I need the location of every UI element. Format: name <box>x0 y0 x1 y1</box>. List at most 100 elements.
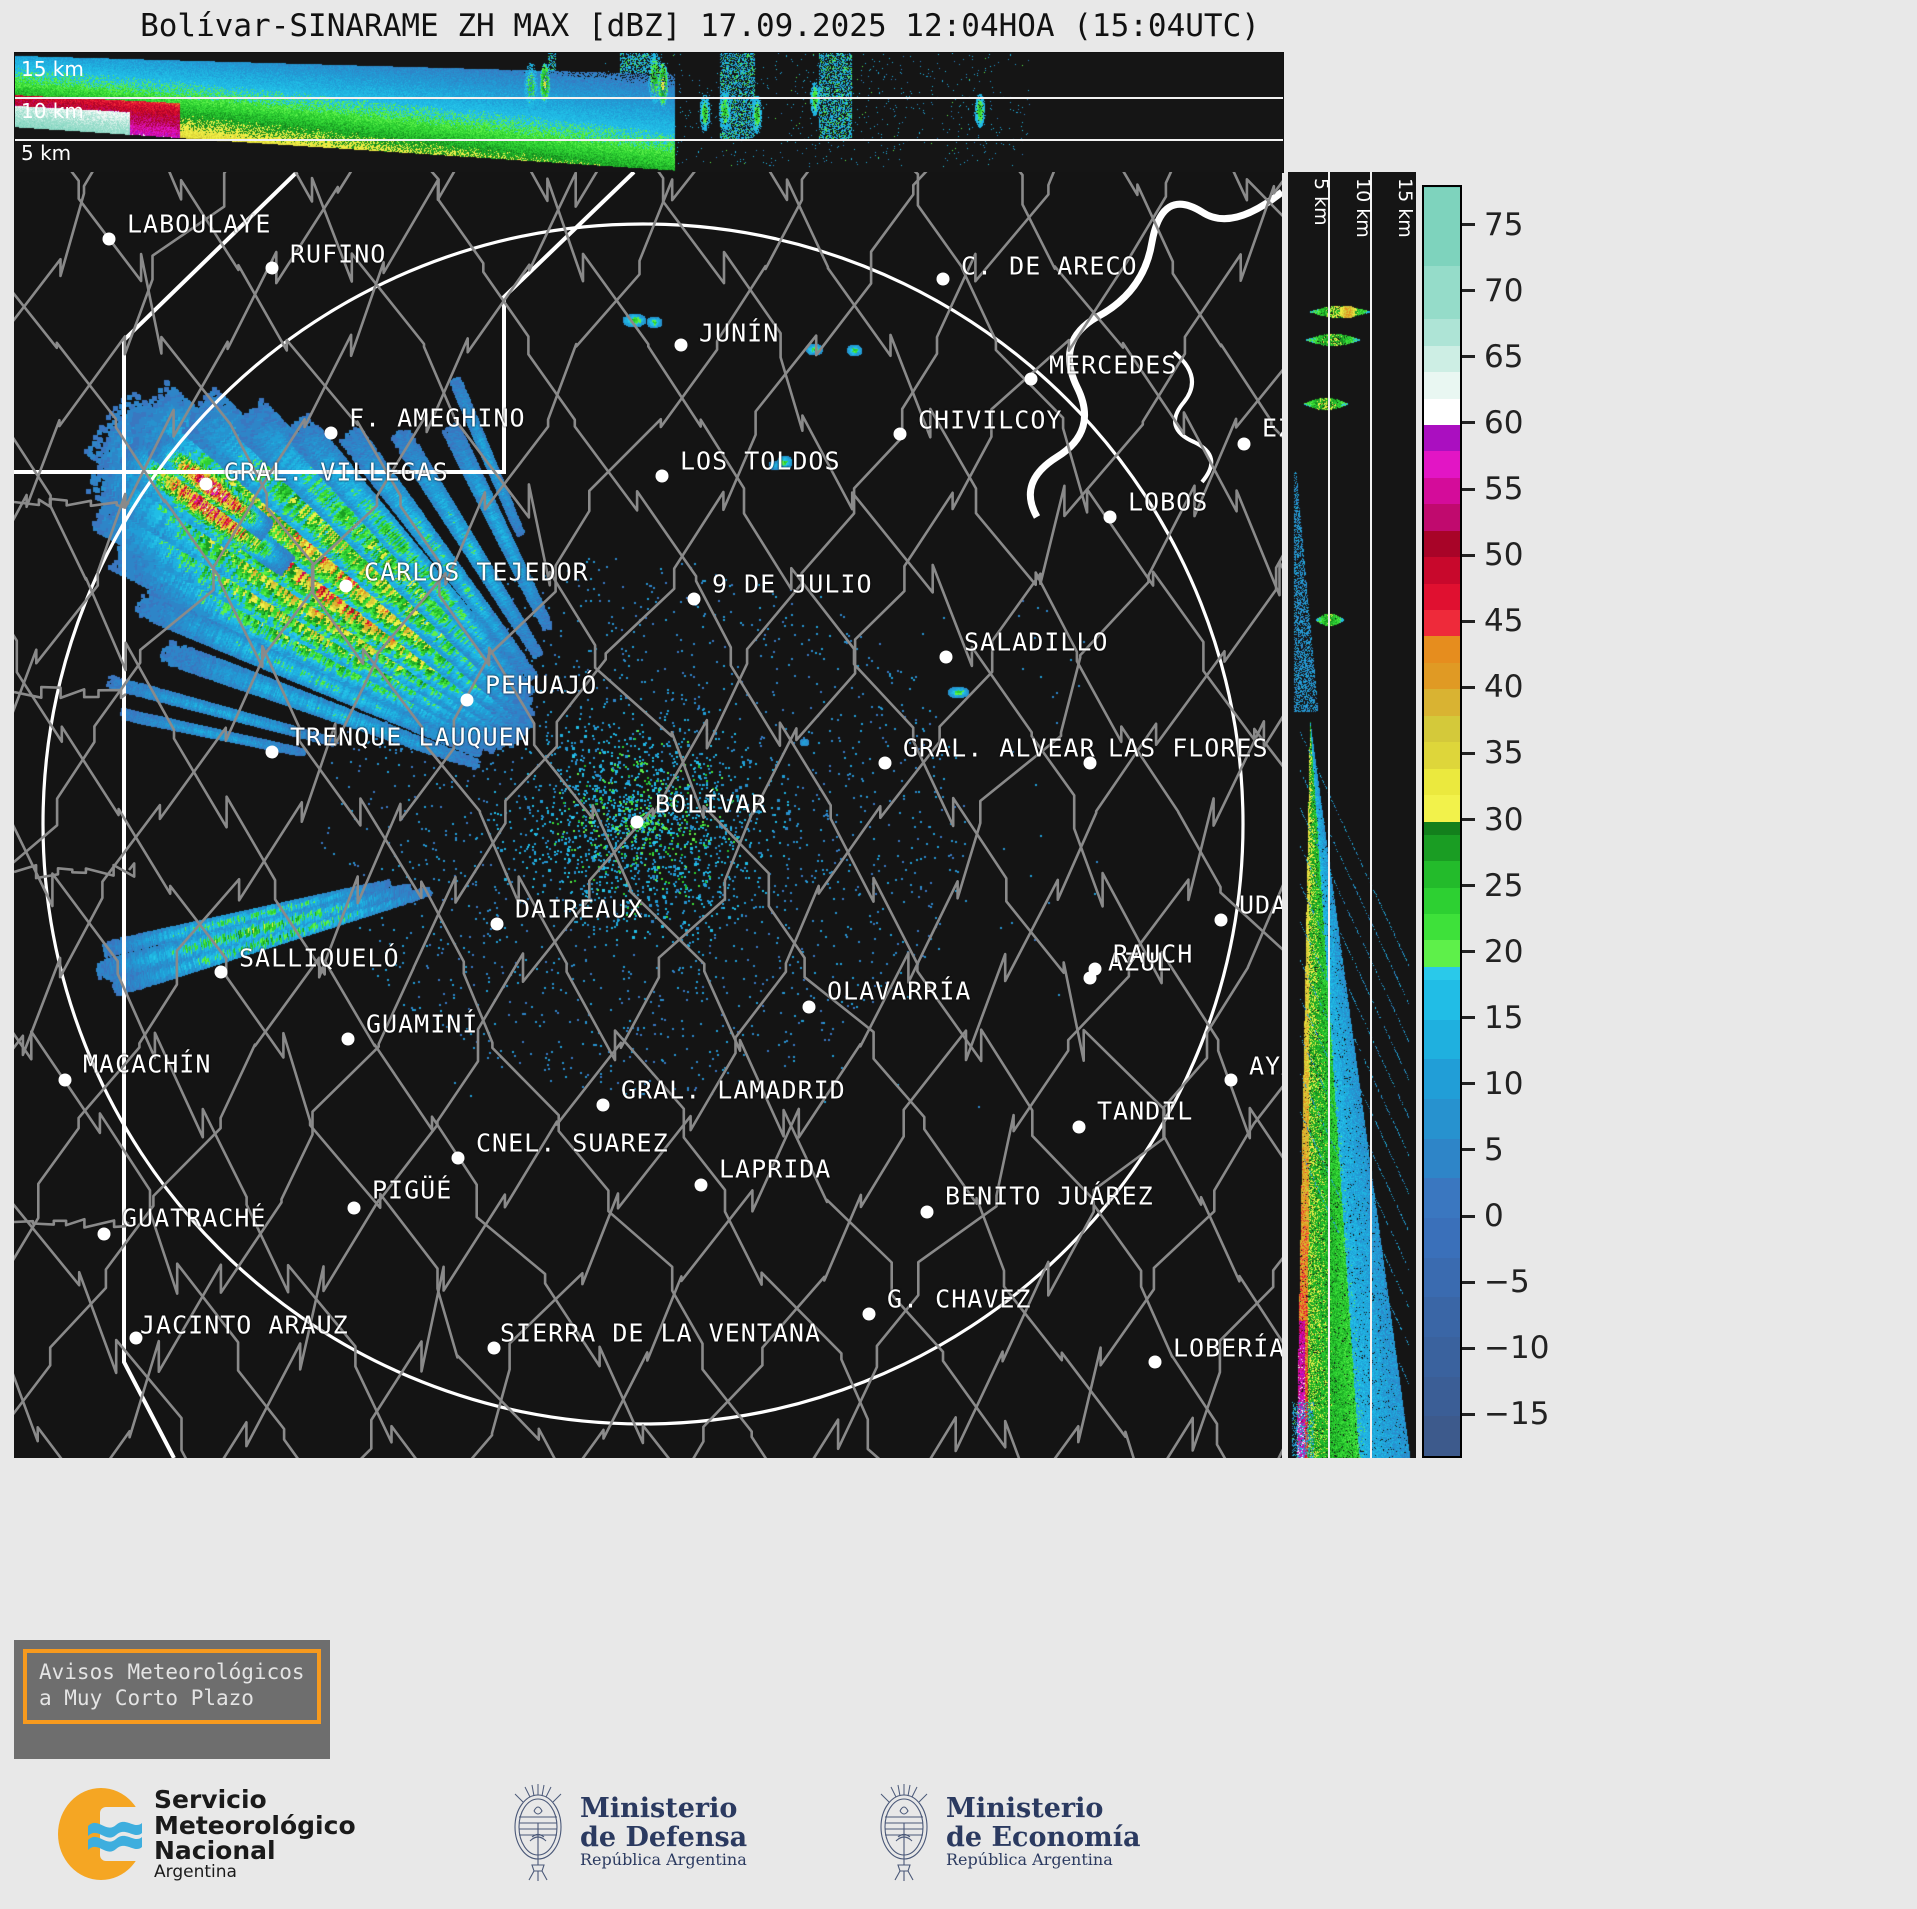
city-dot[interactable] <box>1083 756 1097 770</box>
city-dot[interactable] <box>451 1151 465 1165</box>
colorbar-tick: 35 <box>1462 735 1523 771</box>
city-dot[interactable] <box>1103 510 1117 524</box>
tick-label: 55 <box>1484 471 1524 508</box>
city-label: BENITO JUÁREZ <box>945 1181 1154 1211</box>
city-dot[interactable] <box>341 1032 355 1046</box>
city-dot[interactable] <box>339 579 353 593</box>
smn-line-3: Nacional <box>154 1836 276 1865</box>
cross-section-panel: 15 km 10 km 5 km <box>14 52 1284 173</box>
city-label: GRAL. ALVEAR <box>903 733 1096 763</box>
smn-logo-text: Servicio Meteorológico Nacional Argentin… <box>154 1787 356 1881</box>
city-dot[interactable] <box>862 1307 876 1321</box>
radar-map[interactable]: LABOULAYE RUFINO C. DE ARECO JUNÍN MERCEDES F… <box>14 172 1282 1458</box>
city-dot[interactable] <box>214 965 228 979</box>
city-dot[interactable] <box>460 693 474 707</box>
city-label: G. CHAVEZ <box>887 1284 1032 1314</box>
defensa-logo-text: Ministerio de Defensa República Argentin… <box>580 1792 747 1869</box>
city-dot[interactable] <box>893 427 907 441</box>
city-dot[interactable] <box>1072 1120 1086 1134</box>
tick-label: −10 <box>1484 1330 1550 1367</box>
vertical-cross-section-panel: 5 km 10 km 15 km <box>1288 172 1416 1458</box>
economia-line-1: Ministerio <box>946 1792 1104 1824</box>
avisos-inner-border: Avisos Meteorológicos a Muy Corto Plazo <box>23 1649 321 1724</box>
economia-logo-text: Ministerio de Economía República Argenti… <box>946 1792 1140 1869</box>
colorbar-segment <box>1424 768 1460 796</box>
tick-dash <box>1462 1412 1475 1416</box>
defensa-line-1: Ministerio <box>580 1792 738 1824</box>
city-dot[interactable] <box>1214 913 1228 927</box>
tick-label: 70 <box>1484 272 1524 309</box>
tick-label: 0 <box>1484 1198 1504 1235</box>
tick-dash <box>1462 1148 1475 1152</box>
colorbar-tick: 50 <box>1462 537 1523 573</box>
tick-label: 40 <box>1484 669 1524 706</box>
city-dot[interactable] <box>97 1227 111 1241</box>
colorbar-segment <box>1424 1337 1460 1377</box>
tick-dash <box>1462 884 1475 888</box>
city-label: F. AMEGHINO <box>349 403 526 433</box>
city-dot[interactable] <box>265 261 279 275</box>
city-dot[interactable] <box>487 1341 501 1355</box>
city-dot[interactable] <box>1024 372 1038 386</box>
city-label: BOLÍVAR <box>655 789 768 819</box>
dbz-colorbar <box>1422 185 1462 1458</box>
city-dot[interactable] <box>878 756 892 770</box>
city-dot[interactable] <box>674 338 688 352</box>
city-dot[interactable] <box>936 272 950 286</box>
colorbar-tick: 60 <box>1462 405 1523 441</box>
city-label: TANDIL <box>1097 1096 1194 1126</box>
city-dot[interactable] <box>596 1098 610 1112</box>
colorbar-segment <box>1424 715 1460 743</box>
city-label: TRENQUE LAUQUEN <box>290 722 531 752</box>
city-dot[interactable] <box>1148 1355 1162 1369</box>
city-dot[interactable] <box>1088 962 1102 976</box>
city-label: JUNÍN <box>699 318 780 348</box>
colorbar-tick: −15 <box>1462 1396 1549 1432</box>
vpanel-label-10km: 10 km <box>1352 178 1374 238</box>
city-dot[interactable] <box>490 917 504 931</box>
city-dot[interactable] <box>1224 1073 1238 1087</box>
city-label: PEHUAJÓ <box>485 670 598 700</box>
tick-dash <box>1462 1082 1475 1086</box>
city-label: AZUL <box>1108 947 1173 977</box>
city-label: SIERRA DE LA VENTANA <box>500 1318 822 1348</box>
tick-label: 5 <box>1484 1131 1504 1168</box>
city-dot[interactable] <box>630 815 644 829</box>
colorbar-segment <box>1424 742 1460 769</box>
colorbar-tick: 70 <box>1462 273 1523 309</box>
city-dot[interactable] <box>199 477 213 491</box>
city-dot[interactable] <box>347 1201 361 1215</box>
tick-label: 30 <box>1484 801 1524 838</box>
colorbar-tick: 40 <box>1462 669 1523 705</box>
tick-label: 60 <box>1484 404 1524 441</box>
city-dot[interactable] <box>939 650 953 664</box>
dbz-colorbar-ticks: 75 70 65 60 55 50 45 40 35 30 25 20 15 10 5 0 −5 −10 −15 <box>1462 185 1582 1458</box>
tick-dash <box>1462 619 1475 623</box>
city-dot[interactable] <box>265 745 279 759</box>
tick-dash <box>1462 818 1475 821</box>
colorbar-segment <box>1424 1138 1460 1179</box>
city-dot[interactable] <box>920 1205 934 1219</box>
colorbar-tick: 30 <box>1462 802 1523 838</box>
xsec-gridline-10km <box>15 97 1283 99</box>
xsec-gridline-5km <box>15 139 1283 141</box>
city-dot[interactable] <box>687 592 701 606</box>
city-label: LOS TOLDOS <box>680 446 841 476</box>
city-dot[interactable] <box>324 426 338 440</box>
city-dot[interactable] <box>102 232 116 246</box>
city-dot[interactable] <box>694 1178 708 1192</box>
city-dot[interactable] <box>802 1000 816 1014</box>
city-dot[interactable] <box>655 469 669 483</box>
colorbar-segment <box>1424 1297 1460 1338</box>
colorbar-segment <box>1424 1099 1460 1139</box>
tick-label: 15 <box>1484 999 1524 1036</box>
colorbar-segment <box>1424 689 1460 716</box>
city-dot[interactable] <box>58 1073 72 1087</box>
city-dot[interactable] <box>1237 437 1251 451</box>
colorbar-tick: 55 <box>1462 471 1523 507</box>
city-dot[interactable] <box>129 1331 143 1345</box>
tick-dash <box>1462 950 1475 954</box>
city-label: C. DE ARECO <box>961 251 1138 281</box>
colorbar-segment <box>1424 821 1460 835</box>
